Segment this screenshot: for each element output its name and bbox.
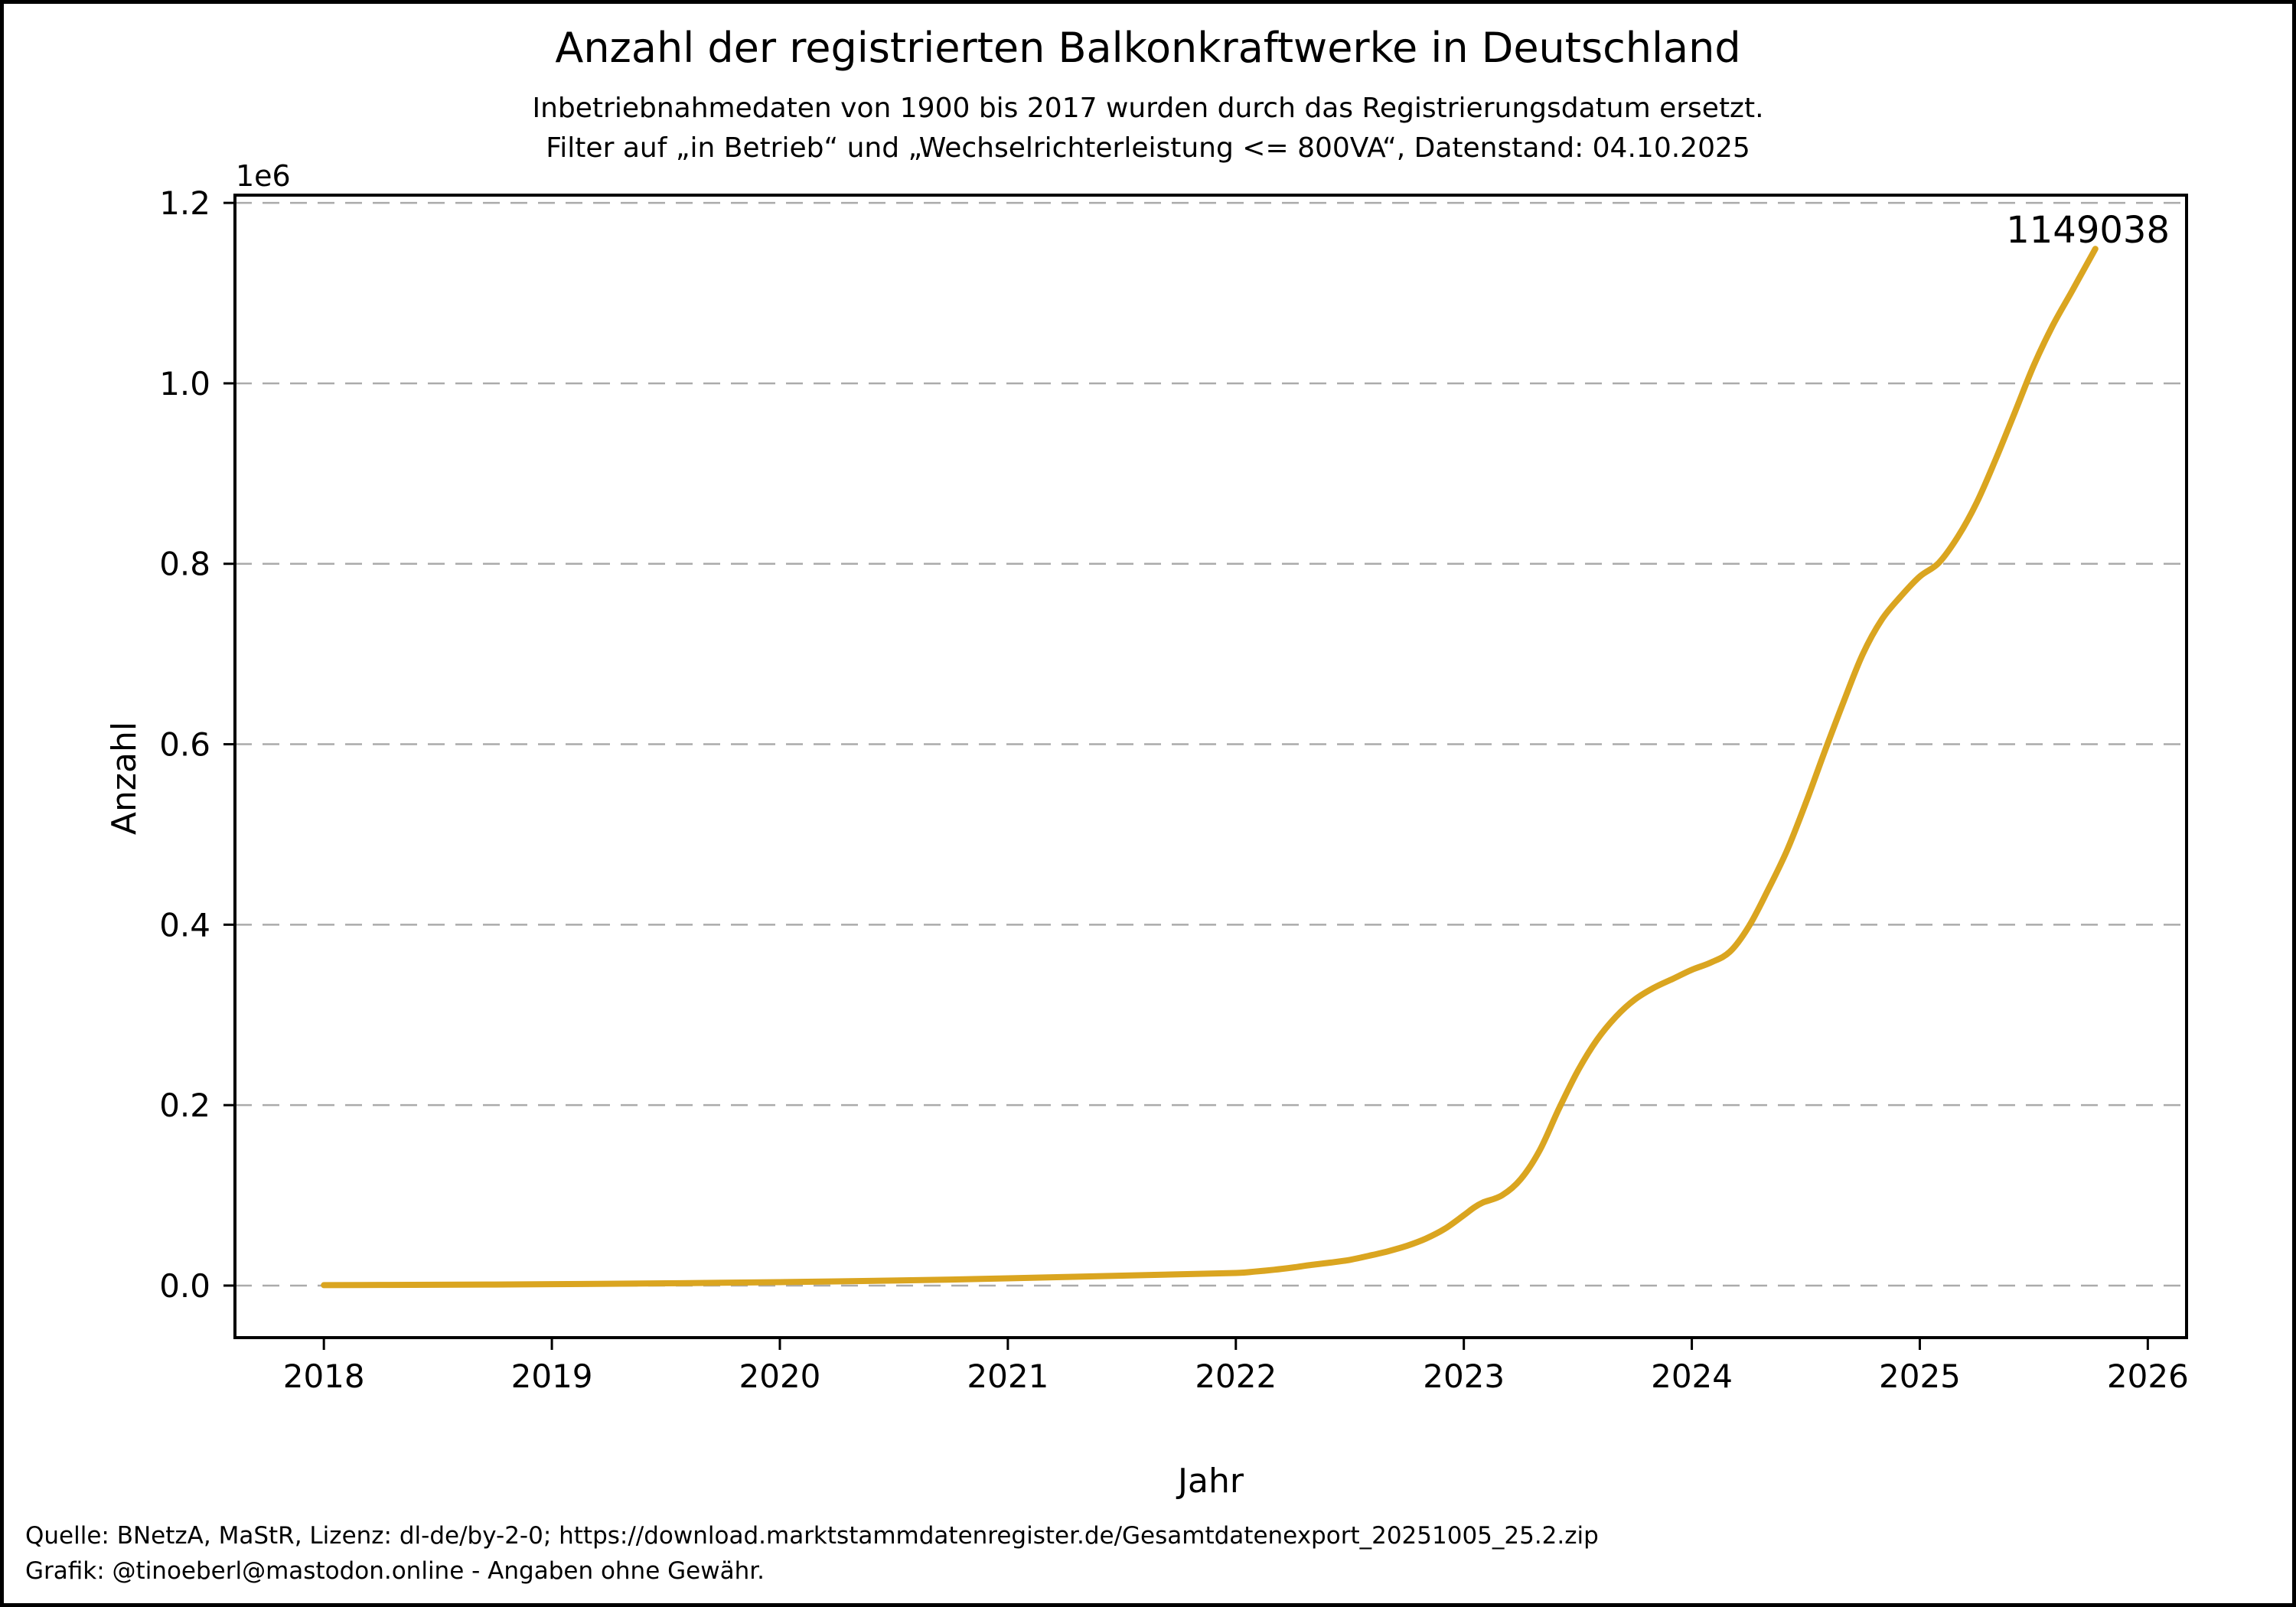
y-tick-label: 0.2 bbox=[159, 1087, 210, 1124]
source-credit: Quelle: BNetzA, MaStR, Lizenz: dl-de/by-… bbox=[25, 1522, 1599, 1550]
chart-subtitle-line2: Filter auf „in Betrieb“ und „Wechselrich… bbox=[546, 132, 1750, 164]
y-tick-label: 1.2 bbox=[159, 184, 210, 222]
author-credit: Grafik: @tinoeberl@mastodon.online - Ang… bbox=[25, 1557, 765, 1585]
x-tick-label: 2026 bbox=[2107, 1358, 2189, 1395]
data-line bbox=[321, 246, 2099, 1289]
x-tick-label: 2020 bbox=[739, 1358, 821, 1395]
x-tick-label: 2024 bbox=[1651, 1358, 1733, 1395]
y-tick-label: 0.8 bbox=[159, 546, 210, 583]
gridlines bbox=[235, 201, 2187, 1287]
x-tick-label: 2019 bbox=[511, 1358, 593, 1395]
y-axis-offset-label: 1e6 bbox=[236, 159, 291, 193]
chart-title: Anzahl der registrierten Balkonkraftwerk… bbox=[555, 24, 1741, 72]
x-tick-label: 2018 bbox=[283, 1358, 365, 1395]
y-tick-label: 0.6 bbox=[159, 726, 210, 764]
plot-border bbox=[233, 194, 2188, 1339]
line-chart: 0.0 0.2 0.4 0.6 0.8 1.0 1.2 2018 2019 2020 2021 202… bbox=[105, 159, 2189, 1501]
final-value-annotation: 1149038 bbox=[2006, 209, 2170, 252]
axis-ticks bbox=[223, 201, 2149, 1350]
x-tick-label: 2021 bbox=[967, 1358, 1049, 1395]
chart-subtitle-line1: Inbetriebnahmedaten von 1900 bis 2017 wu… bbox=[532, 93, 1764, 124]
y-axis-title: Anzahl bbox=[105, 722, 144, 835]
y-tick-label: 0.0 bbox=[159, 1267, 210, 1305]
y-tick-label: 0.4 bbox=[159, 906, 210, 944]
axis-tick-labels: 0.0 0.2 0.4 0.6 0.8 1.0 1.2 2018 2019 2020 2021 202… bbox=[159, 184, 2189, 1395]
x-tick-label: 2023 bbox=[1423, 1358, 1505, 1395]
y-tick-label: 1.0 bbox=[159, 365, 210, 403]
x-tick-label: 2025 bbox=[1879, 1358, 1961, 1395]
x-axis-title: Jahr bbox=[1176, 1462, 1244, 1501]
x-tick-label: 2022 bbox=[1195, 1358, 1277, 1395]
